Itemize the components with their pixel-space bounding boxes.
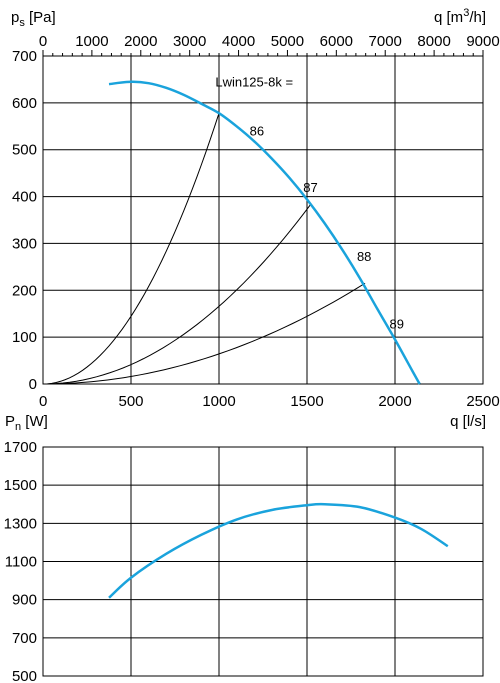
airflow-m3h-axis-title: q [m3/h] bbox=[434, 7, 486, 26]
sound-level-label: 89 bbox=[390, 317, 404, 332]
airflow-m3h-tick-label: 1000 bbox=[75, 33, 108, 50]
pressure-tick-label: 200 bbox=[12, 282, 37, 299]
power-y-tick-labels: 500 700 900 1100 1300 1500 1700 bbox=[4, 439, 37, 683]
airflow-m3h-tick-label: 9000 bbox=[466, 33, 499, 50]
power-curve bbox=[108, 502, 449, 599]
pressure-tick-label: 300 bbox=[12, 235, 37, 252]
power-tick-label: 900 bbox=[12, 592, 37, 609]
airflow-m3h-tick-label: 0 bbox=[39, 33, 47, 50]
airflow-m3h-tick-label: 8000 bbox=[417, 33, 450, 50]
flow-ls-tick-label: 1500 bbox=[290, 393, 323, 410]
power-tick-label: 1700 bbox=[4, 439, 37, 456]
flow-x-tick-labels: 0 500 1000 1500 2000 2500 bbox=[39, 393, 500, 410]
airflow-m3h-tick-label: 3000 bbox=[173, 33, 206, 50]
power-tick-label: 1500 bbox=[4, 477, 37, 494]
power-tick-label: 1300 bbox=[4, 515, 37, 532]
flow-ls-tick-label: 500 bbox=[118, 393, 143, 410]
sound-level-label: 88 bbox=[357, 249, 371, 264]
airflow-m3h-tick-label: 2000 bbox=[124, 33, 157, 50]
pressure-y-tick-labels: 0 100 200 300 400 500 600 700 bbox=[12, 48, 37, 393]
system-curves bbox=[42, 113, 366, 385]
sound-level-label: 87 bbox=[303, 180, 317, 195]
pressure-chart: 0 1000 2000 3000 4000 5000 6000 7000 8000 9000 01… bbox=[11, 7, 500, 430]
top-axis-minor-ticks bbox=[42, 50, 484, 56]
top-axis-tick-labels: 0 1000 2000 3000 4000 5000 6000 7000 8000 9000 bbox=[39, 33, 500, 50]
pressure-tick-label: 700 bbox=[12, 48, 37, 65]
flow-ls-tick-label: 0 bbox=[39, 393, 47, 410]
airflow-m3h-tick-label: 4000 bbox=[222, 33, 255, 50]
system-curve-86 bbox=[42, 113, 220, 385]
flow-ls-tick-label: 2000 bbox=[378, 393, 411, 410]
power-tick-label: 500 bbox=[12, 668, 37, 683]
pressure-tick-label: 400 bbox=[12, 189, 37, 206]
power-tick-label: 700 bbox=[12, 630, 37, 647]
airflow-m3h-tick-label: 7000 bbox=[369, 33, 402, 50]
annotations: Lwin125-8k = 86 87 88 89 bbox=[215, 74, 404, 331]
power-plot-frame bbox=[42, 446, 484, 677]
pressure-tick-label: 0 bbox=[29, 376, 37, 393]
pressure-grid bbox=[42, 55, 484, 385]
pressure-plot-frame bbox=[42, 55, 484, 385]
pressure-tick-label: 600 bbox=[12, 95, 37, 112]
airflow-m3h-tick-label: 6000 bbox=[320, 33, 353, 50]
fan-pressure-curve bbox=[108, 80, 421, 385]
power-grid bbox=[42, 446, 484, 677]
power-tick-label: 1100 bbox=[5, 554, 37, 571]
system-curve-87 bbox=[42, 204, 311, 385]
pressure-tick-label: 100 bbox=[12, 329, 37, 346]
pressure-tick-label: 500 bbox=[12, 142, 37, 159]
airflow-m3h-tick-label: 5000 bbox=[271, 33, 304, 50]
power-chart: 500 700 900 1100 1300 1500 1700 Pn [W] bbox=[4, 413, 484, 683]
airflow-ls-axis-title: q [l/s] bbox=[450, 413, 486, 430]
flow-ls-tick-label: 2500 bbox=[466, 393, 499, 410]
pressure-axis-title: ps [Pa] bbox=[11, 9, 56, 29]
sound-level-label: 86 bbox=[250, 124, 264, 139]
sound-level-label: Lwin125-8k = bbox=[215, 74, 293, 89]
power-axis-title: Pn [W] bbox=[5, 413, 48, 433]
system-curve-88 bbox=[42, 282, 366, 385]
flow-ls-tick-label: 1000 bbox=[202, 393, 235, 410]
